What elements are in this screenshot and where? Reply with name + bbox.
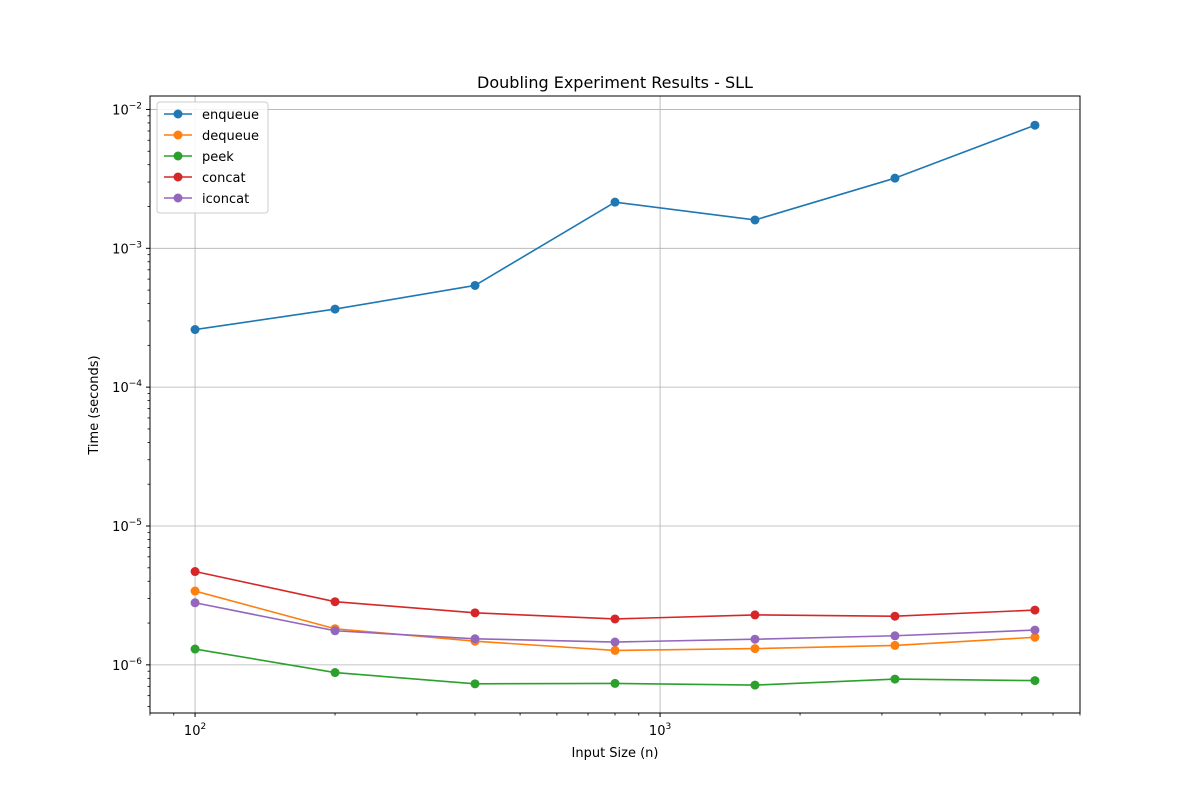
legend-swatch-marker <box>173 130 183 140</box>
data-point-peek <box>610 678 620 688</box>
data-point-iconcat <box>330 626 340 636</box>
legend-item-dequeue: dequeue <box>164 129 259 144</box>
legend-label: iconcat <box>202 192 249 207</box>
series-concat <box>190 567 1040 624</box>
y-axis-label: Time (seconds) <box>87 355 102 455</box>
data-point-enqueue <box>610 197 620 207</box>
data-point-concat <box>190 567 200 577</box>
data-point-concat <box>890 611 900 621</box>
legend-swatch-marker <box>173 193 183 203</box>
data-point-enqueue <box>330 304 340 314</box>
data-point-iconcat <box>190 598 200 608</box>
data-point-peek <box>1030 676 1040 686</box>
data-point-peek <box>750 680 760 690</box>
data-point-peek <box>890 674 900 684</box>
y-tick-label: 10−3 <box>112 240 142 257</box>
data-point-dequeue <box>190 586 200 596</box>
x-tick-label: 102 <box>184 722 206 739</box>
y-tick-label: 10−4 <box>112 379 142 396</box>
legend-label: concat <box>202 171 246 186</box>
data-point-concat <box>610 614 620 624</box>
legend-item-concat: concat <box>164 171 246 186</box>
data-point-concat <box>750 610 760 620</box>
data-point-peek <box>330 668 340 678</box>
data-point-enqueue <box>750 215 760 225</box>
legend-swatch-marker <box>173 109 183 119</box>
data-point-concat <box>1030 605 1040 615</box>
data-point-dequeue <box>1030 632 1040 642</box>
legend: enqueue dequeue peek concat iconcat <box>156 101 269 214</box>
legend-swatch-marker <box>173 151 183 161</box>
data-point-enqueue <box>1030 120 1040 130</box>
data-point-enqueue <box>190 325 200 335</box>
legend-item-peek: peek <box>164 150 234 165</box>
data-point-iconcat <box>750 634 760 644</box>
data-point-dequeue <box>750 644 760 654</box>
y-axis: 10−6 10−5 10−4 10−3 10−2 <box>112 101 150 708</box>
legend-item-enqueue: enqueue <box>164 108 259 123</box>
chart-title: Doubling Experiment Results - SLL <box>477 73 753 92</box>
x-tick-label: 103 <box>649 722 671 739</box>
legend-label: peek <box>202 150 234 165</box>
data-point-iconcat <box>890 631 900 641</box>
data-point-dequeue <box>610 645 620 655</box>
series-enqueue <box>190 120 1040 335</box>
series-peek <box>190 644 1040 690</box>
data-point-concat <box>470 608 480 618</box>
data-point-iconcat <box>1030 625 1040 635</box>
data-point-iconcat <box>610 637 620 647</box>
x-axis: 102 103 <box>149 713 1081 739</box>
data-point-enqueue <box>890 173 900 183</box>
legend-label: dequeue <box>202 129 259 144</box>
data-point-iconcat <box>470 634 480 644</box>
data-point-enqueue <box>470 280 480 290</box>
data-point-concat <box>330 597 340 607</box>
legend-item-iconcat: iconcat <box>164 192 249 207</box>
data-point-peek <box>190 644 200 654</box>
data-point-dequeue <box>890 640 900 650</box>
data-point-peek <box>470 679 480 689</box>
legend-box <box>156 101 269 214</box>
y-tick-label: 10−5 <box>112 518 142 535</box>
series-layer <box>190 120 1040 690</box>
legend-swatch-marker <box>173 172 183 182</box>
legend-label: enqueue <box>202 108 259 123</box>
x-axis-label: Input Size (n) <box>572 746 659 761</box>
y-tick-label: 10−2 <box>112 101 142 118</box>
y-tick-label: 10−6 <box>112 657 142 674</box>
series-iconcat <box>190 598 1040 647</box>
